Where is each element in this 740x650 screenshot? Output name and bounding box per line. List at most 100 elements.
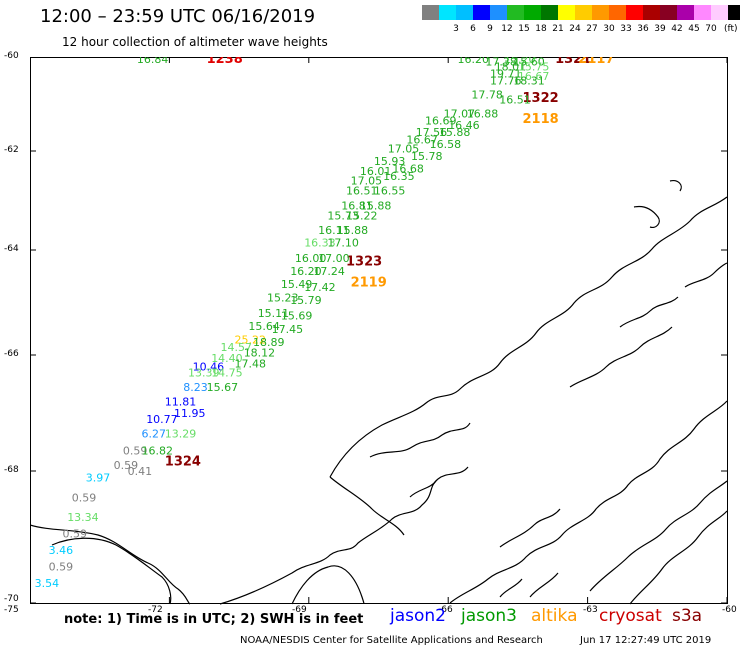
- colorbar-label: 24: [569, 24, 581, 34]
- colorbar-swatch: [728, 5, 740, 20]
- wave-height-label: 17.05: [351, 175, 383, 188]
- wave-height-label: 17.00: [318, 252, 350, 265]
- page-title: 12:00 – 23:59 UTC 06/16/2019: [40, 6, 316, 27]
- colorbar-label: 70: [705, 24, 717, 34]
- wave-height-label: 16.82: [142, 445, 174, 458]
- wave-height-label: 15.88: [360, 200, 392, 213]
- colorbar-swatch: [490, 5, 507, 20]
- colorbar-label: 12: [501, 24, 513, 34]
- wave-height-label: 15.20: [504, 57, 536, 66]
- wave-height-label: 16.69: [425, 115, 457, 128]
- wave-height-label: 16.88: [467, 107, 499, 120]
- axis-ticks: [30, 57, 728, 604]
- colorbar-label: 42: [671, 24, 683, 34]
- wave-height-label: 15.64: [248, 320, 280, 333]
- colorbar-swatch: [575, 5, 592, 20]
- wave-height-label: 18.12: [244, 346, 276, 359]
- lat-label-66: -66: [4, 349, 19, 359]
- colorbar-unit: (ft): [724, 24, 738, 34]
- pass-time-label: 1323: [346, 255, 382, 270]
- colorbar-label: 15: [518, 24, 530, 34]
- wave-height-label: 11.81: [165, 395, 197, 408]
- wave-height-label: 15.49: [281, 278, 313, 291]
- colorbar-swatch: [609, 5, 626, 20]
- wave-height-label: 17.24: [313, 265, 345, 278]
- wave-height-label: 16.81: [341, 200, 373, 213]
- wave-height-label: 17.56: [416, 126, 448, 139]
- pass-time-label: 1322: [523, 91, 559, 106]
- colorbar-swatch: [439, 5, 456, 20]
- wave-height-label: 17.07: [444, 107, 476, 120]
- lat-label-64: -64: [4, 244, 19, 254]
- wave-height-label: 15.88: [337, 224, 369, 237]
- wave-height-label: 14.75: [211, 366, 243, 379]
- wave-height-label: 15.69: [281, 310, 313, 323]
- wave-height-label: 15.23: [267, 291, 299, 304]
- colorbar-swatch: [660, 5, 677, 20]
- pass-time-label: 1238: [207, 57, 243, 67]
- wave-height-label: 0.59: [49, 561, 74, 574]
- wave-height-label: 17.10: [327, 237, 359, 250]
- colorbar-label: 27: [586, 24, 598, 34]
- lat-label-60: -60: [4, 51, 19, 61]
- lat-label-62: -62: [4, 145, 19, 155]
- wave-height-label: 16.33: [304, 237, 336, 250]
- colorbar-label: 45: [688, 24, 700, 34]
- wave-height-label: 15.11: [258, 307, 290, 320]
- colorbar-swatch: [558, 5, 575, 20]
- wave-height-label: 16.20: [458, 57, 490, 66]
- lon-label-75: -75: [4, 605, 19, 615]
- sat-altika: altika: [531, 606, 578, 626]
- colorbar-label: 6: [470, 24, 476, 34]
- pass-time-label: 1324: [165, 455, 201, 470]
- wave-height-label: 18.01: [495, 60, 527, 73]
- wave-height-label: 16.67: [406, 133, 438, 146]
- wave-height-label: 10.77: [146, 413, 178, 426]
- wave-height-label: 0.59: [63, 528, 88, 541]
- wave-height-label: 16.46: [448, 119, 480, 132]
- colorbar-label: 36: [637, 24, 649, 34]
- wave-height-label: 17.76: [490, 75, 522, 88]
- colorbar-swatch: [456, 5, 473, 20]
- wave-height-label: 16.00: [295, 252, 327, 265]
- wave-height-label: 19.71: [490, 68, 522, 81]
- colorbar-swatch: [507, 5, 524, 20]
- wave-height-label: 0.59: [123, 445, 147, 458]
- wave-height-label: 8.23: [183, 381, 208, 394]
- footnote: note: 1) Time is in UTC; 2) SWH is in fe…: [64, 612, 364, 627]
- wave-height-label: 13.29: [165, 427, 197, 440]
- wave-height-label: 11.95: [174, 407, 206, 420]
- credit-line: NOAA/NESDIS Center for Satellite Applica…: [240, 635, 543, 646]
- wave-height-label: 16.84: [137, 57, 169, 66]
- wave-height-label: 17.48: [235, 358, 267, 371]
- wave-height-label: 13.39: [188, 366, 220, 379]
- wave-height-label: 17.45: [272, 323, 304, 336]
- wave-height-label: 16.20: [290, 265, 322, 278]
- colorbar-swatch: [541, 5, 558, 20]
- colorbar-swatch: [524, 5, 541, 20]
- colorbar-label: 39: [654, 24, 666, 34]
- colorbar-label: 18: [535, 24, 547, 34]
- colorbar-swatch: [694, 5, 711, 20]
- wave-height-label: 16.68: [392, 162, 424, 175]
- lat-label-68: -68: [4, 465, 19, 475]
- wave-height-label: 0.59: [114, 459, 139, 472]
- wave-height-label: 10.46: [193, 361, 225, 374]
- wave-height-label: 15.75: [518, 60, 550, 73]
- colorbar-swatch: [626, 5, 643, 20]
- colorbar-swatch: [422, 5, 439, 20]
- colorbar-swatch: [592, 5, 609, 20]
- wave-height-label: 3.54: [35, 577, 60, 590]
- pass-time-label: 2118: [523, 112, 559, 127]
- wave-height-label: 17.42: [304, 281, 336, 294]
- wave-height-label: 17.05: [388, 143, 420, 156]
- wave-height-label: 16.51: [499, 93, 531, 106]
- wave-height-label: 14.57: [221, 341, 253, 354]
- wave-height-label: 18.89: [253, 336, 285, 349]
- lon-label-66: -66: [438, 605, 453, 615]
- colorbar-label: 33: [620, 24, 632, 34]
- pass-time-label: 2117: [578, 57, 614, 67]
- wave-height-label: 25.22: [235, 333, 267, 346]
- wave-height-label: 14.40: [211, 352, 243, 365]
